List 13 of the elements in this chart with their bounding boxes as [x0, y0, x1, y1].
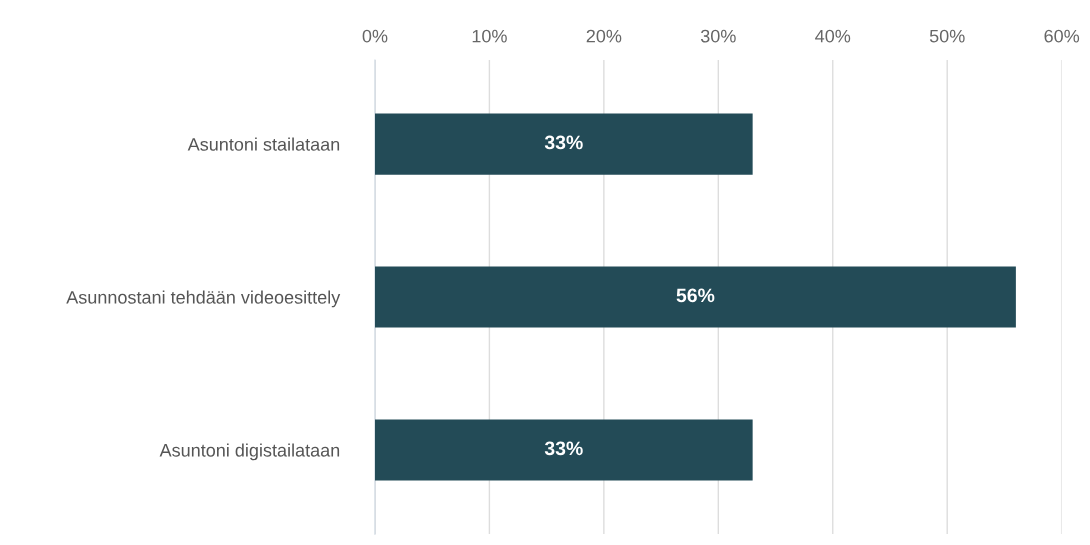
data-label: 33% [544, 135, 583, 150]
x-tick-label: 0% [362, 29, 388, 43]
y-tick-label: Asunnostani tehdään videoesittely [66, 290, 341, 308]
x-tick-label: 20% [586, 29, 622, 43]
y-tick-label: Asuntoni stailataan [187, 137, 340, 151]
x-tick-label: 30% [700, 29, 736, 43]
data-label: 33% [544, 441, 583, 456]
data-label: 56% [676, 288, 715, 303]
x-tick-label: 50% [929, 29, 965, 43]
x-tick-label: 60% [1044, 29, 1080, 43]
y-tick-label: Asuntoni digistailataan [159, 443, 340, 461]
x-tick-label: 40% [815, 29, 851, 43]
x-tick-label: 10% [472, 29, 507, 43]
